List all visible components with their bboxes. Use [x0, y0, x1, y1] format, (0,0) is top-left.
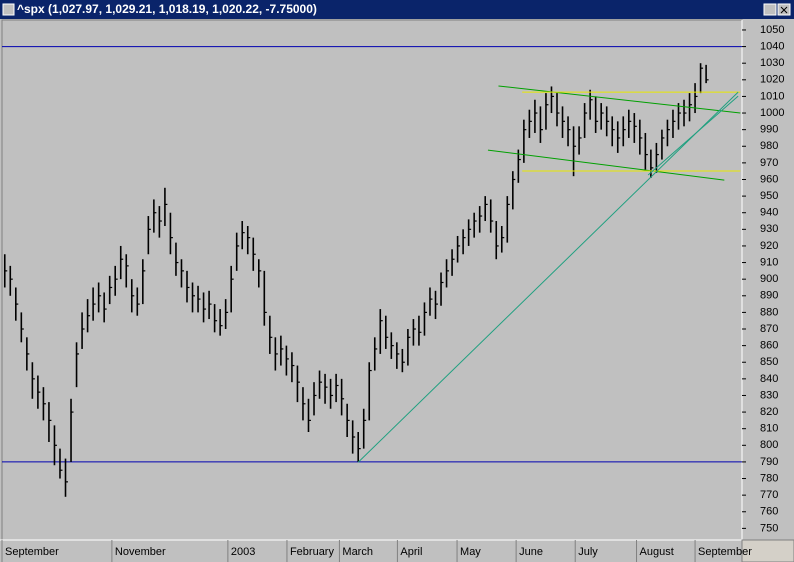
y-tick-label: 980	[760, 140, 778, 152]
chart-title: ^spx (1,027.97, 1,029.21, 1,018.19, 1,02…	[17, 2, 317, 16]
close-icon	[780, 6, 788, 14]
x-tick-label: March	[342, 546, 373, 558]
corner-box	[741, 539, 794, 562]
y-tick-label: 760	[760, 506, 778, 518]
x-tick-label: September	[5, 546, 59, 558]
title-bar	[0, 0, 794, 19]
x-tick-label: September	[698, 546, 752, 558]
y-tick-label: 830	[760, 389, 778, 401]
y-tick-label: 990	[760, 124, 778, 136]
y-tick-label: 1020	[760, 74, 784, 86]
trend-line	[498, 85, 741, 114]
y-tick-label: 1030	[760, 57, 784, 69]
y-tick-label: 920	[760, 240, 778, 252]
y-tick-label: 820	[760, 406, 778, 418]
y-tick-label: 900	[760, 273, 778, 285]
x-tick-label: November	[115, 546, 166, 558]
y-tick-label: 940	[760, 207, 778, 219]
y-tick-label: 770	[760, 489, 778, 501]
y-tick-label: 880	[760, 306, 778, 318]
y-tick-label: 890	[760, 290, 778, 302]
y-tick-label: 1010	[760, 90, 784, 102]
y-tick-label: 950	[760, 190, 778, 202]
x-tick-label: May	[460, 546, 481, 558]
x-tick-label: August	[640, 546, 674, 558]
x-tick-label: July	[578, 546, 598, 558]
trend-line	[647, 95, 739, 176]
window-icon[interactable]	[2, 3, 15, 16]
x-tick-label: February	[290, 546, 335, 558]
y-tick-label: 750	[760, 522, 778, 534]
y-tick-label: 780	[760, 472, 778, 484]
y-tick-label: 970	[760, 157, 778, 169]
x-tick-label: 2003	[231, 546, 255, 558]
y-tick-label: 1000	[760, 107, 784, 119]
trend-line	[487, 149, 725, 181]
y-tick-label: 800	[760, 439, 778, 451]
trend-line	[357, 91, 739, 463]
y-tick-label: 960	[760, 173, 778, 185]
y-tick-label: 910	[760, 256, 778, 268]
y-tick-label: 870	[760, 323, 778, 335]
maximize-button[interactable]	[763, 3, 777, 16]
y-tick-label: 840	[760, 373, 778, 385]
y-tick-label: 860	[760, 340, 778, 352]
y-tick-label: 850	[760, 356, 778, 368]
y-tick-label: 1050	[760, 24, 784, 36]
x-tick-label: June	[519, 546, 543, 558]
y-tick-label: 810	[760, 423, 778, 435]
y-tick-label: 930	[760, 223, 778, 235]
y-tick-label: 790	[760, 456, 778, 468]
y-tick-label: 1040	[760, 40, 784, 52]
x-tick-label: April	[400, 546, 422, 558]
